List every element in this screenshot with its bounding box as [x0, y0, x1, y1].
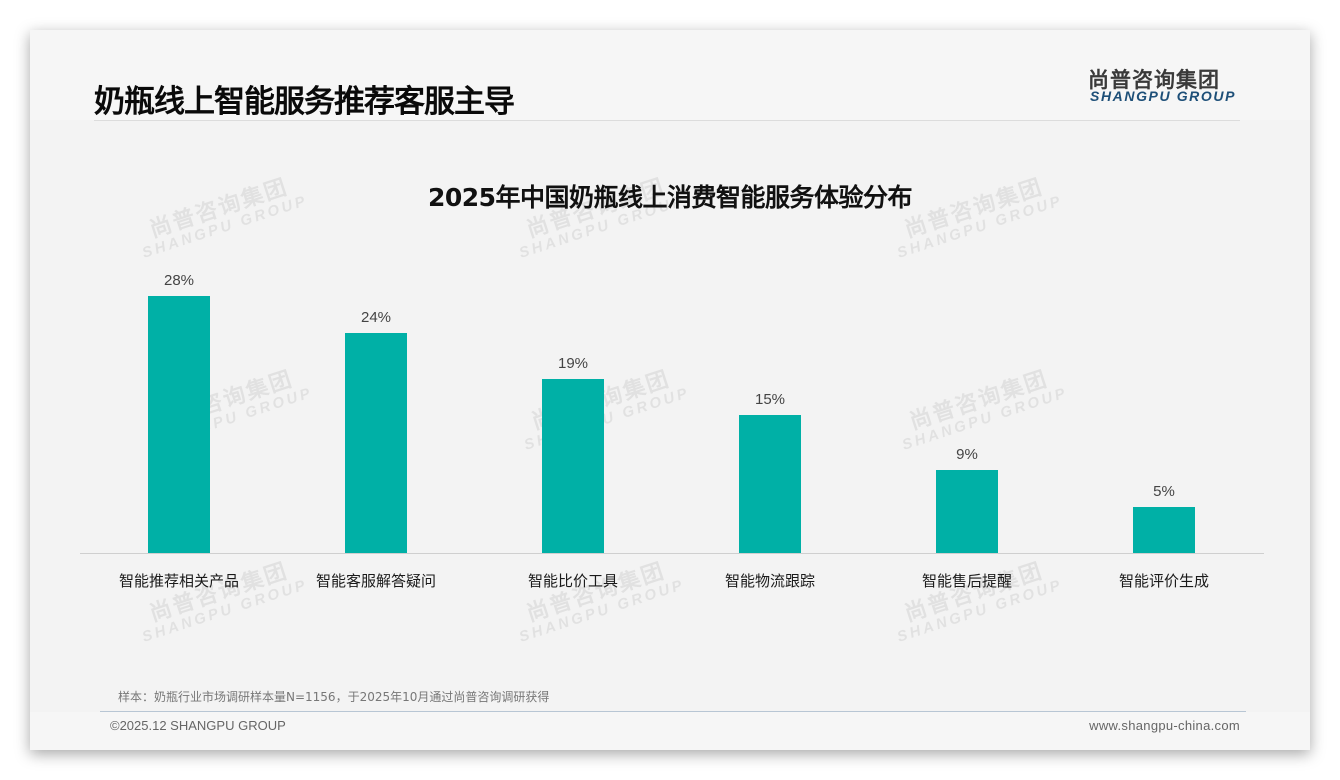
website-link: www.shangpu-china.com: [1089, 718, 1240, 733]
bar: [542, 379, 604, 553]
category-label: 智能推荐相关产品: [118, 572, 239, 590]
bar: [1133, 507, 1195, 553]
footer-band: [30, 712, 1310, 750]
category-label: 智能物流跟踪: [724, 572, 815, 590]
sample-note: 样本：奶瓶行业市场调研样本量N=1156，于2025年10月通过尚普咨询调研获得: [118, 690, 550, 704]
bar: [936, 470, 998, 553]
category-label: 智能客服解答疑问: [315, 572, 436, 590]
logo-chinese: 尚普咨询集团: [1088, 68, 1220, 92]
bar-value-label: 15%: [754, 391, 786, 408]
bar: [345, 333, 407, 553]
bar-value-label: 24%: [360, 309, 392, 326]
bar-value-label: 28%: [163, 272, 195, 289]
bar-value-label: 19%: [557, 355, 589, 372]
bar-value-label: 5%: [1153, 483, 1175, 500]
page-title: 奶瓶线上智能服务推荐客服主导: [94, 84, 515, 120]
bar-value-label: 9%: [956, 446, 978, 463]
logo-english: SHANGPU GROUP: [1090, 88, 1237, 104]
bar: [148, 296, 210, 553]
category-label: 智能评价生成: [1118, 572, 1209, 590]
category-label: 智能比价工具: [527, 572, 618, 590]
footer-divider: [100, 711, 1246, 712]
chart-title: 2025年中国奶瓶线上消费智能服务体验分布: [427, 183, 913, 212]
copyright: ©2025.12 SHANGPU GROUP: [110, 718, 286, 733]
header-divider: [94, 120, 1240, 121]
bar: [739, 415, 801, 553]
slide: 奶瓶线上智能服务推荐客服主导 尚普咨询集团 SHANGPU GROUP 尚普咨询…: [30, 30, 1310, 750]
header-band: [30, 30, 1310, 120]
category-label: 智能售后提醒: [921, 572, 1012, 590]
x-axis-line: [80, 553, 1264, 554]
